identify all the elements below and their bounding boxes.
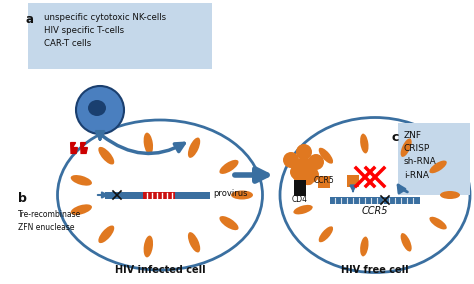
- Text: CCR5: CCR5: [362, 206, 388, 216]
- Ellipse shape: [429, 217, 447, 229]
- Ellipse shape: [401, 139, 412, 157]
- Text: provirus: provirus: [213, 189, 247, 199]
- Ellipse shape: [440, 191, 460, 199]
- Ellipse shape: [293, 205, 313, 214]
- Text: b: b: [18, 191, 27, 204]
- Ellipse shape: [57, 120, 263, 270]
- Ellipse shape: [280, 118, 470, 273]
- Ellipse shape: [144, 235, 153, 257]
- Circle shape: [283, 152, 299, 168]
- Polygon shape: [81, 143, 87, 153]
- Bar: [105, 191, 210, 199]
- Ellipse shape: [319, 148, 333, 164]
- Circle shape: [290, 164, 306, 180]
- Ellipse shape: [429, 160, 447, 173]
- Text: HIV infected cell: HIV infected cell: [115, 265, 205, 275]
- Bar: [294, 180, 306, 196]
- Bar: [330, 197, 420, 204]
- FancyBboxPatch shape: [398, 123, 470, 195]
- Ellipse shape: [188, 232, 200, 252]
- FancyBboxPatch shape: [28, 3, 212, 69]
- Ellipse shape: [188, 137, 200, 158]
- Text: HIV free cell: HIV free cell: [341, 265, 409, 275]
- Ellipse shape: [71, 175, 92, 186]
- Ellipse shape: [219, 160, 238, 174]
- Bar: [347, 175, 359, 187]
- Circle shape: [296, 157, 312, 173]
- Text: Tre-recombinase
ZFN enuclease: Tre-recombinase ZFN enuclease: [18, 210, 81, 231]
- Ellipse shape: [231, 191, 253, 199]
- FancyArrowPatch shape: [398, 185, 408, 193]
- Ellipse shape: [71, 204, 92, 215]
- Text: ZNF
CRISP
sh-RNA
i-RNA: ZNF CRISP sh-RNA i-RNA: [404, 131, 437, 179]
- Circle shape: [76, 86, 124, 134]
- Ellipse shape: [360, 133, 368, 153]
- Text: CCR5: CCR5: [314, 176, 334, 185]
- Ellipse shape: [144, 133, 153, 154]
- Ellipse shape: [293, 176, 313, 185]
- Ellipse shape: [98, 225, 114, 243]
- Ellipse shape: [401, 233, 412, 252]
- Ellipse shape: [98, 147, 114, 164]
- Circle shape: [296, 144, 312, 160]
- Bar: [143, 191, 175, 199]
- Polygon shape: [71, 143, 77, 153]
- Circle shape: [308, 154, 324, 170]
- Ellipse shape: [219, 216, 238, 230]
- Ellipse shape: [88, 100, 106, 116]
- Text: unspecific cytotoxic NK-cells
HIV specific T-cells
CAR-T cells: unspecific cytotoxic NK-cells HIV specif…: [44, 13, 166, 48]
- FancyArrowPatch shape: [102, 136, 184, 153]
- Text: a: a: [25, 13, 33, 26]
- Bar: [318, 176, 330, 188]
- Circle shape: [303, 167, 319, 183]
- Ellipse shape: [319, 226, 333, 242]
- Ellipse shape: [360, 237, 368, 256]
- Text: c: c: [392, 131, 400, 144]
- Text: CD4: CD4: [292, 195, 308, 204]
